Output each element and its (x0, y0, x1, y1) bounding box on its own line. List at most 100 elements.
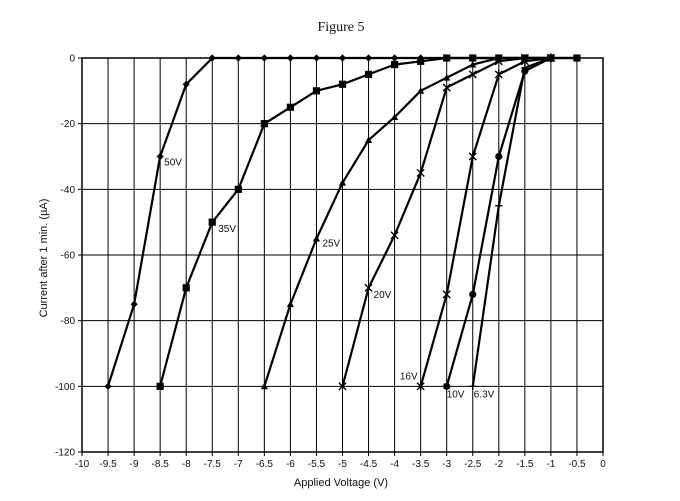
data-point (468, 151, 477, 162)
x-tick-label: -4 (390, 459, 399, 470)
series-annotations: 50V 35V 25V 20V 16V 10V 6.3V (164, 158, 495, 401)
data-point (469, 290, 477, 298)
y-tick-label: -60 (61, 251, 76, 262)
y-tick-label: -80 (61, 316, 76, 327)
series-line (263, 56, 551, 387)
x-tick-label: -0.5 (568, 459, 586, 470)
x-tick-label: -3.5 (412, 459, 430, 470)
x-tick-label: -7.5 (204, 459, 222, 470)
x-tick-label: -3 (442, 459, 451, 470)
x-tick-label: -1.5 (516, 459, 534, 470)
y-tick-label: -40 (61, 185, 76, 196)
x-tick-label: -2.5 (464, 459, 482, 470)
series-label: 10V (447, 389, 465, 400)
data-point (391, 113, 399, 120)
y-tick-label: -20 (61, 119, 76, 130)
data-point (442, 83, 451, 92)
data-point (390, 231, 399, 240)
series-20v (338, 53, 555, 391)
data-point (391, 60, 399, 69)
data-point (338, 382, 347, 391)
data-point (260, 120, 268, 128)
data-point (417, 87, 425, 94)
data-point (443, 74, 451, 81)
data-point (286, 300, 294, 308)
series-10v (443, 54, 555, 390)
data-point (416, 381, 425, 391)
data-point (338, 54, 347, 62)
series-line (419, 56, 552, 387)
data-point (130, 300, 138, 308)
data-point (364, 54, 373, 62)
data-point (364, 136, 373, 143)
chart-title: Figure 5 (317, 20, 364, 35)
series-label: 6.3V (474, 389, 495, 400)
data-point (469, 54, 477, 62)
series-label: 25V (322, 239, 340, 250)
y-tick-label: 0 (69, 54, 75, 65)
series-line (471, 56, 552, 387)
data-point (442, 289, 451, 299)
x-tick-label: -8.5 (152, 459, 170, 470)
data-point (208, 54, 216, 62)
data-point (182, 80, 190, 88)
data-point (573, 54, 581, 62)
series-label: 50V (164, 158, 182, 169)
x-tick-label: -7 (234, 459, 243, 470)
series-label: 16V (400, 371, 418, 382)
y-axis-ticks: 0 -20 -40 -60 -80 -100 -120 (55, 54, 82, 459)
series-6-3v (469, 54, 555, 390)
series-group (104, 53, 581, 391)
data-point (208, 218, 216, 226)
data-point (312, 234, 321, 242)
x-tick-label: -5 (338, 459, 347, 470)
x-tick-label: 0 (600, 459, 606, 470)
data-point (312, 54, 321, 62)
data-point (495, 152, 503, 161)
x-axis-label: Applied Voltage (V) (294, 477, 388, 489)
data-point (286, 54, 294, 62)
data-point (547, 54, 555, 62)
data-point (443, 382, 451, 390)
data-point (469, 382, 477, 390)
x-tick-label: -5.5 (308, 459, 326, 470)
chart-grid (81, 57, 604, 453)
data-point (338, 179, 347, 186)
data-point (182, 284, 190, 292)
x-tick-label: -2 (494, 459, 503, 470)
data-point (468, 70, 477, 79)
data-point (469, 60, 477, 68)
x-tick-label: -9 (130, 459, 139, 470)
data-point (338, 80, 347, 88)
data-point (260, 54, 268, 62)
data-point (364, 70, 373, 79)
data-point (234, 185, 242, 193)
data-point (234, 54, 242, 62)
y-axis-label: Current after 1 min. (µA) (38, 199, 50, 318)
x-tick-label: -10 (75, 459, 90, 470)
x-tick-label: -6 (286, 459, 295, 470)
data-point (417, 57, 425, 65)
x-axis-ticks: -10 -9.5 -9 -8.5 -8 -7.5 -7 -6.5 -6 -5.5 -5 -4.5 -4-… (75, 452, 606, 470)
data-point (104, 382, 112, 390)
data-point (495, 202, 503, 210)
data-point (156, 382, 164, 390)
data-point (364, 283, 373, 292)
data-point (416, 168, 425, 178)
data-point (312, 87, 321, 95)
series-25v (260, 54, 555, 390)
x-tick-label: -9.5 (99, 459, 117, 470)
y-tick-label: -100 (55, 382, 75, 393)
data-point (391, 54, 399, 62)
x-tick-label: -1 (546, 459, 555, 470)
x-tick-label: -8 (182, 459, 191, 470)
y-tick-label: -120 (55, 448, 75, 459)
x-tick-label: -6.5 (256, 459, 274, 470)
data-point (521, 64, 529, 72)
data-point (494, 57, 503, 66)
data-point (494, 69, 503, 80)
x-tick-label: -4.5 (360, 459, 378, 470)
series-label: 35V (218, 224, 236, 235)
data-point (260, 382, 268, 390)
